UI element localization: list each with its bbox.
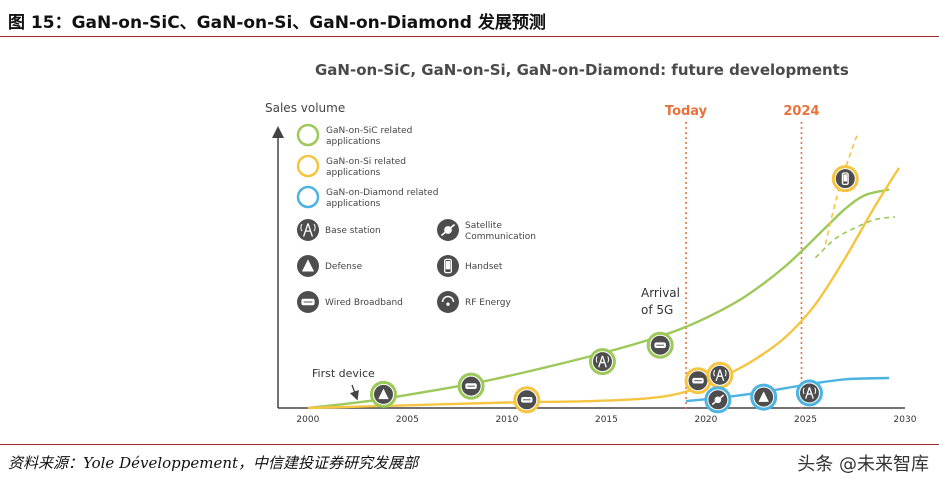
time-markers: Today 2024 <box>665 104 820 412</box>
projection-line <box>814 216 896 259</box>
x-tick-label: 2020 <box>694 415 717 425</box>
satellite-icon <box>437 219 459 241</box>
handset-icon <box>437 255 459 277</box>
rf-energy-icon <box>437 291 459 313</box>
legend-app-label: Satellite <box>465 221 502 231</box>
legend-swatch <box>296 154 320 178</box>
wired-broadband-icon <box>646 331 674 359</box>
legend-label: GaN-on-Si related <box>326 157 406 167</box>
legend-label-cont: applications <box>326 199 381 209</box>
legend-label: GaN-on-SiC related <box>326 126 412 136</box>
chart-svg: GaN-on-SiC, GaN-on-Si, GaN-on-Diamond: f… <box>265 61 917 425</box>
wired-broadband-icon <box>297 291 319 313</box>
series-line <box>307 188 890 410</box>
legend-swatch <box>296 185 320 209</box>
first-device-annotation: First device <box>312 367 375 380</box>
legend-label-cont: applications <box>326 168 381 178</box>
top-divider <box>0 36 939 37</box>
satellite-icon <box>704 386 732 414</box>
defense-icon <box>297 255 319 277</box>
marker-label: 2024 <box>783 104 819 119</box>
application-points <box>369 165 859 414</box>
watermark: 头条 @未来智库 <box>797 454 929 475</box>
x-tick-label: 2010 <box>495 415 518 425</box>
legend: GaN-on-SiC relatedapplicationsGaN-on-Si … <box>296 123 536 313</box>
x-tick-label: 2025 <box>794 415 817 425</box>
legend-app-label: Base station <box>325 226 381 236</box>
wired-broadband-icon <box>457 372 485 400</box>
figure-title: 图 15：GaN-on-SiC、GaN-on-Si、GaN-on-Diamond… <box>8 13 546 33</box>
source-note: 资料来源：Yole Développement，中信建投证券研究发展部 <box>8 454 419 472</box>
legend-app-label: Handset <box>465 262 503 272</box>
bottom-divider <box>0 444 939 445</box>
marker-label: Today <box>665 104 708 119</box>
legend-app-label: Wired Broadband <box>325 298 403 308</box>
x-tick-label: 2005 <box>396 415 419 425</box>
arrival-5g-annotation: Arrival <box>641 286 680 300</box>
x-tick-label: 2030 <box>894 415 917 425</box>
wired-broadband-icon <box>684 367 712 395</box>
chart-container: GaN-on-SiC, GaN-on-Si, GaN-on-Diamond: f… <box>0 40 939 442</box>
legend-app-label: Communication <box>465 232 536 242</box>
legend-label: GaN-on-Diamond related <box>326 188 438 198</box>
arrival-5g-annotation-cont: of 5G <box>641 303 673 317</box>
base-station-icon <box>795 379 823 407</box>
legend-swatch <box>296 123 320 147</box>
x-tick-labels: 2000 2005 2010 2015 2020 2025 2030 <box>296 415 916 425</box>
base-station-icon <box>706 361 734 389</box>
handset-icon <box>831 165 859 193</box>
defense-icon <box>750 383 778 411</box>
legend-app-label: RF Energy <box>465 298 511 308</box>
y-axis-label: Sales volume <box>265 101 345 115</box>
wired-broadband-icon <box>513 386 541 414</box>
base-station-icon <box>588 348 616 376</box>
first-device-arrow <box>349 384 359 401</box>
legend-app-label: Defense <box>325 262 363 272</box>
annotations: First device Arrival of 5G <box>312 286 680 401</box>
defense-icon <box>369 380 397 408</box>
x-tick-label: 2000 <box>296 415 319 425</box>
x-tick-label: 2015 <box>595 415 618 425</box>
chart-title: GaN-on-SiC, GaN-on-Si, GaN-on-Diamond: f… <box>315 61 849 79</box>
base-station-icon <box>297 219 319 241</box>
legend-label-cont: applications <box>326 137 381 147</box>
